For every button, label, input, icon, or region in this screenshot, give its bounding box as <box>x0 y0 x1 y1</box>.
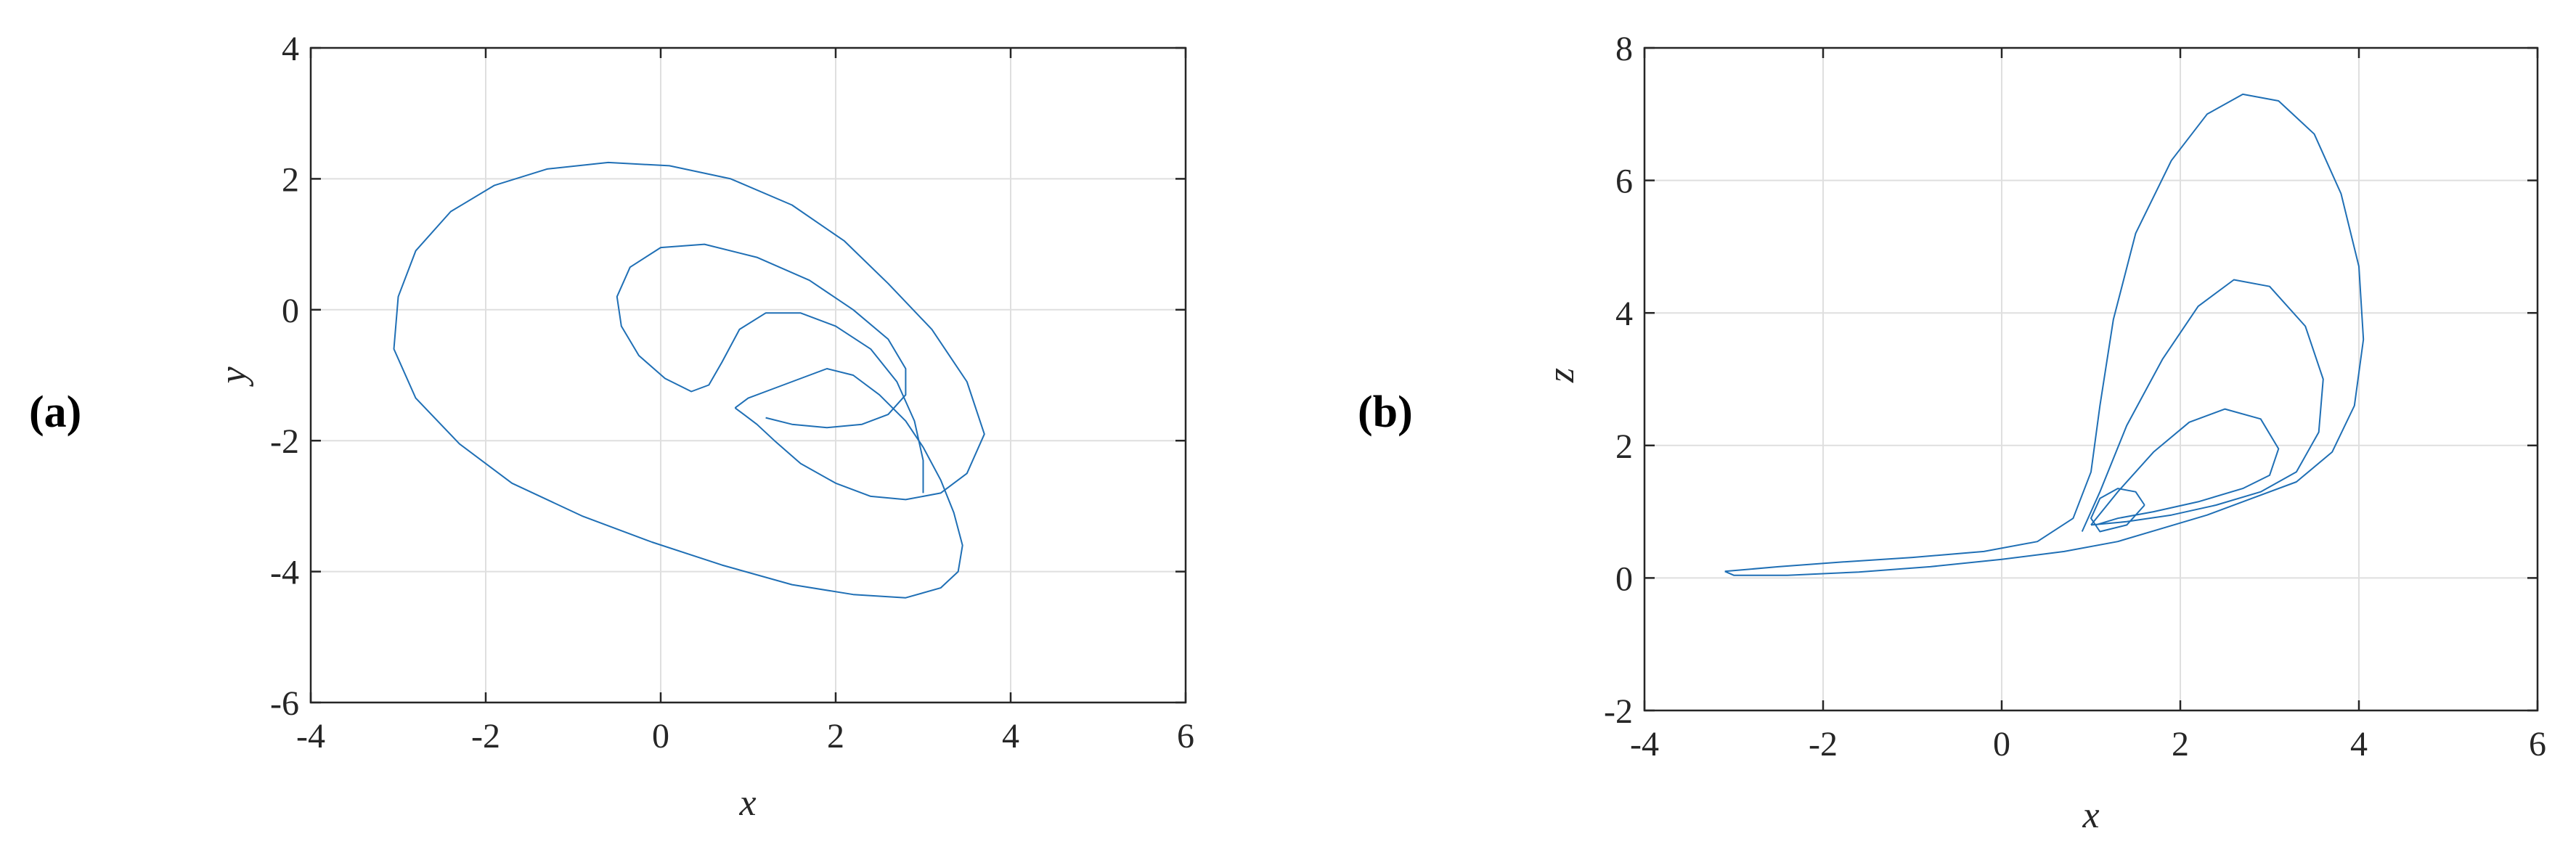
panel-b-trajectory-2 <box>2090 408 2280 526</box>
panel-a-ytick-label-0: -6 <box>270 684 299 723</box>
panel-a-ytick-label-3: 0 <box>282 292 299 330</box>
panel-a-ytick-label-2: -2 <box>270 422 299 461</box>
panel-b-xlabel: x <box>2082 795 2099 836</box>
panel-a-xtick-label-4: 4 <box>1002 717 1019 755</box>
panel-b-xtick-label-1: -2 <box>1809 725 1838 763</box>
panel-a-grid <box>311 48 1186 703</box>
panel-a-xtick-label-1: -2 <box>471 717 500 755</box>
panel-a-xlabel: x <box>738 782 756 824</box>
panel-b-axes-frame <box>1643 46 2539 712</box>
panel-a-ytick-label-1: -4 <box>270 554 299 592</box>
panel-b-curves <box>1724 93 2365 576</box>
panel-b-xtick-label-2: 0 <box>1993 725 2010 763</box>
panel-b-label: (b) <box>1358 388 1413 437</box>
panel-a-xtick-label-0: -4 <box>296 717 325 755</box>
panel-b-xtick-label-5: 6 <box>2529 725 2546 763</box>
panel-b-trajectory-1 <box>2081 279 2324 532</box>
panel-b-ytick-label-3: 4 <box>1615 295 1633 333</box>
panel-b-ytick-label-0: -2 <box>1604 692 1633 731</box>
panel-a-axes-frame <box>309 46 1187 704</box>
panel-a-xtick-label-3: 2 <box>827 717 844 755</box>
panel-a-trajectory-1 <box>616 243 924 493</box>
panel-a-ylabel: y <box>213 366 254 388</box>
panel-b-xtick-label-4: 4 <box>2350 725 2368 763</box>
panel-a-ytick-label-5: 4 <box>282 30 299 68</box>
panel-b-trajectory-3 <box>2090 488 2145 533</box>
panel-a-curves <box>393 161 985 599</box>
panel-a-trajectory-0 <box>393 161 985 599</box>
panel-b-ytick-label-4: 6 <box>1615 163 1633 201</box>
panel-a-xtick-label-5: 6 <box>1177 717 1194 755</box>
panel-b-ytick-label-2: 2 <box>1615 427 1633 466</box>
panel-b-ytick-label-5: 8 <box>1615 30 1633 68</box>
panel-b-ylabel: z <box>1541 368 1582 383</box>
panel-a-label: (a) <box>29 388 81 437</box>
panel-b-xtick-label-0: -4 <box>1630 725 1659 763</box>
panel-b-grid <box>1644 48 2538 710</box>
panel-b-xtick-label-3: 2 <box>2172 725 2189 763</box>
panel-a-xtick-label-2: 0 <box>652 717 669 755</box>
panel-a-ytick-label-4: 2 <box>282 160 299 199</box>
panel-b-ytick-label-1: 0 <box>1615 560 1633 598</box>
panel-b-trajectory-0 <box>1724 93 2365 576</box>
